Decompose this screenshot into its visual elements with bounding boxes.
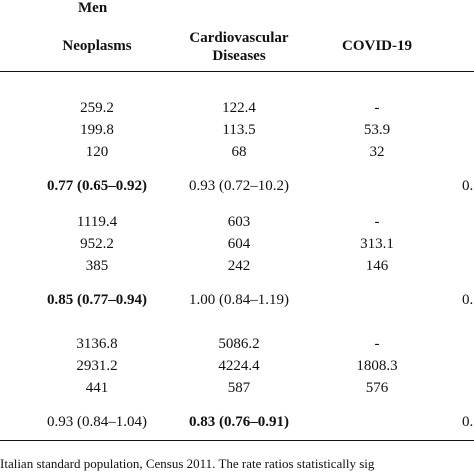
cell-covid19: - [374,336,380,352]
cell-neoplasms: 120 [85,144,109,160]
rate-ratio-cardiovascular: 0.83 (0.76–0.91) [189,414,289,430]
cell-covid19: - [374,100,380,116]
cell-covid19: 313.1 [360,236,394,252]
cell-cardiovascular: 68 [231,144,247,160]
header-covid19: COVID-19 [342,38,412,54]
cell-neoplasms: 952.2 [80,236,114,252]
rate-ratio-neoplasms: 0.85 (0.77–0.94) [47,292,147,308]
header-rule [0,71,474,72]
cell-neoplasms: 259.2 [80,100,114,116]
cell-cardiovascular: 4224.4 [218,358,260,374]
group-label-men: Men [78,0,108,16]
cell-neoplasms: 441 [85,380,109,396]
footnote: Italian standard population, Census 2011… [0,456,375,471]
cell-neoplasms: 1119.4 [76,214,118,230]
bottom-rule [0,440,474,441]
cell-cardiovascular: 5086.2 [218,336,260,352]
rate-ratio-covid19: 0. [462,414,474,430]
header-cardiovascular-line2: Diseases [212,48,266,64]
cell-covid19: 146 [365,258,389,274]
cell-covid19: 32 [369,144,385,160]
cell-cardiovascular: 242 [227,258,251,274]
cell-neoplasms: 199.8 [80,122,114,138]
rate-ratio-cardiovascular: 0.93 (0.72–10.2) [189,178,289,194]
cell-cardiovascular: 603 [227,214,251,230]
cell-neoplasms: 2931.2 [76,358,118,374]
cell-covid19: 53.9 [363,122,391,138]
header-cardiovascular-line1: Cardiovascular [189,30,289,46]
rate-ratio-neoplasms: 0.93 (0.84–1.04) [47,414,147,430]
cell-cardiovascular: 122.4 [222,100,256,116]
cell-covid19: 1808.3 [356,358,398,374]
cell-covid19: 576 [365,380,389,396]
cell-cardiovascular: 113.5 [222,122,256,138]
rate-ratio-covid19: 0. [462,292,474,308]
cell-covid19: - [374,214,380,230]
cell-neoplasms: 385 [85,258,109,274]
cell-neoplasms: 3136.8 [76,336,118,352]
header-neoplasms: Neoplasms [62,38,132,54]
rate-ratio-neoplasms: 0.77 (0.65–0.92) [47,178,147,194]
rate-ratio-covid19: 0. [462,178,474,194]
cell-cardiovascular: 604 [227,236,251,252]
rate-ratio-cardiovascular: 1.00 (0.84–1.19) [189,292,289,308]
cell-cardiovascular: 587 [227,380,251,396]
